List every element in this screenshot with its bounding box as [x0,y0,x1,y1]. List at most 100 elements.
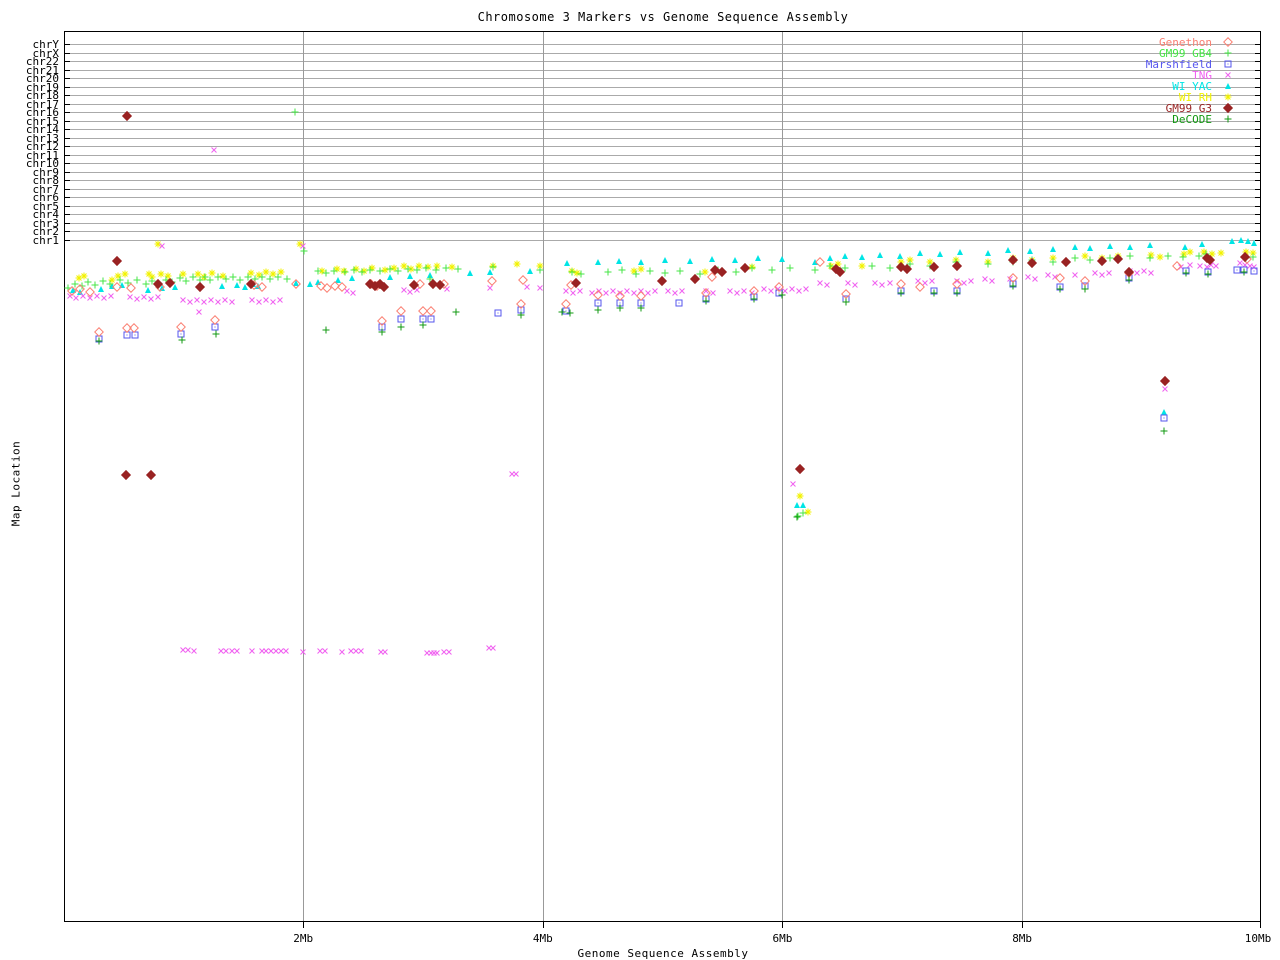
legend-label: GM99 G3 [1165,101,1212,115]
marker-point-triangle [234,282,240,288]
marker-point-plus [300,247,308,255]
marker-point-plus [454,265,462,273]
marker-point-star [400,262,408,270]
chromosome-label: chr5 [32,199,60,213]
marker-point-plus [251,275,259,283]
legend-symbol [1212,47,1242,59]
right-tick [1255,120,1261,122]
marker-point-square [675,299,683,307]
marker-point-triangle [709,256,715,262]
marker-point-plus [1160,427,1168,435]
marker-point-triangle [957,249,963,255]
marker-point-plus [558,308,566,316]
marker-point-plus [1164,252,1172,260]
x-axis-tick [303,922,304,928]
marker-point-triangle [70,287,76,293]
marker-point-triangle [595,259,601,265]
legend-label: WI YAC [1172,79,1212,93]
marker-point-star [352,265,360,273]
chromosome-label: chr22 [25,55,59,68]
left-tick [64,86,70,88]
marker-point-triangle [1005,247,1011,253]
marker-point-plus [422,264,430,272]
marker-point-plus [604,268,612,276]
marker-point-star [1242,248,1250,256]
marker-point-square [397,315,405,323]
left-tick [64,231,70,232]
marker-point-plus [568,268,576,276]
marker-point-triangle [917,250,923,256]
marker-point-plus [404,265,412,273]
mb-gridline [1022,31,1023,922]
left-tick [64,52,70,54]
right-tick [1255,171,1261,173]
marker-point-triangle [1245,238,1251,244]
marker-point-plus [84,278,92,286]
chromosome-gridline [64,205,1261,207]
marker-point-plus [64,284,72,292]
marker-point-plus [1009,282,1017,290]
marker-point-square [494,309,502,317]
marker-point-plus [212,330,220,338]
marker-point-plus [676,267,684,275]
left-tick [64,69,70,71]
marker-point-star [1249,249,1257,257]
y-axis-label: Map Location [9,440,23,527]
x-axis-tick [1260,922,1261,928]
marker-point-plus [786,264,794,272]
right-tick [1255,154,1261,156]
chromosome-gridline [64,146,1261,147]
marker-point-triangle [255,283,261,289]
marker-point-star [75,274,83,282]
marker-point-triangle [1199,241,1205,247]
marker-point-plus [413,266,421,274]
marker-point-triangle [172,284,178,290]
marker-point-triangle [315,279,321,285]
marker-point-plus [386,265,394,273]
marker-point-triangle [662,257,668,263]
left-tick [64,137,70,139]
marker-point-star [368,264,376,272]
marker-point-plus [378,328,386,336]
marker-point-plus [868,262,876,270]
left-tick [64,44,70,45]
marker-point-plus [577,270,585,278]
right-tick [1255,188,1261,190]
marker-point-triangle [1238,237,1244,243]
left-tick [64,239,70,241]
left-tick [64,95,70,96]
marker-point-plus [750,295,758,303]
marker-point-triangle [755,255,761,261]
chromosome-label: chr2 [32,225,60,238]
marker-point-triangle [1161,409,1167,415]
marker-point-plus [178,336,186,344]
right-tick [1255,78,1261,79]
legend-row: Genethon [1100,36,1242,48]
chromosome-label: chrX [32,46,60,60]
marker-point-triangle [349,275,355,281]
marker-point-plus [258,273,266,281]
marker-point-star [701,268,709,276]
chromosome-label: chr21 [25,63,59,77]
marker-point-triangle [1225,83,1231,89]
left-tick [64,163,70,164]
chromosome-gridline [64,103,1261,105]
left-tick [64,171,70,173]
left-tick [64,61,70,62]
marker-point-plus [376,267,384,275]
marker-point-star [114,272,122,280]
marker-point-square [1160,414,1168,422]
marker-point-plus [419,321,427,329]
marker-point-square [131,331,139,339]
right-tick [1255,231,1261,232]
marker-point-star [157,270,165,278]
marker-point-plus [182,277,190,285]
marker-point-star [1217,249,1225,257]
marker-point-plus [71,280,79,288]
marker-point-triangle [937,251,943,257]
marker-point-star [637,265,645,273]
marker-point-plus [350,266,358,274]
marker-point-plus [517,311,525,319]
marker-point-star [1200,248,1208,256]
chromosome-label: chr15 [25,114,59,128]
